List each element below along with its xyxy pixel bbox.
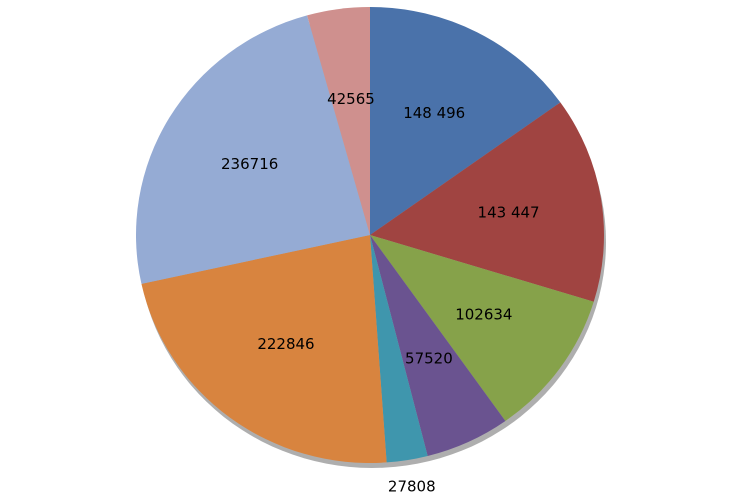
data-label: 57520 xyxy=(405,350,453,368)
slices xyxy=(136,7,604,463)
data-label: 27808 xyxy=(388,478,436,494)
pie-slice xyxy=(136,15,370,284)
pie-slice xyxy=(307,7,370,235)
labels: 148 496 143 447 102634 57520 27808 222846 2367… xyxy=(221,90,540,494)
data-label: 42565 xyxy=(327,90,375,108)
pie-slice xyxy=(370,235,594,421)
pie-slice xyxy=(370,102,604,302)
pie-slice xyxy=(141,235,387,463)
pie-slice xyxy=(370,7,561,235)
data-label: 143 447 xyxy=(478,203,540,221)
pie-slice xyxy=(370,235,428,463)
data-label: 148 496 xyxy=(403,104,465,122)
data-label: 222846 xyxy=(257,335,314,353)
data-label: 102634 xyxy=(455,306,512,324)
pie-slice xyxy=(370,235,506,456)
data-label: 236716 xyxy=(221,155,278,173)
